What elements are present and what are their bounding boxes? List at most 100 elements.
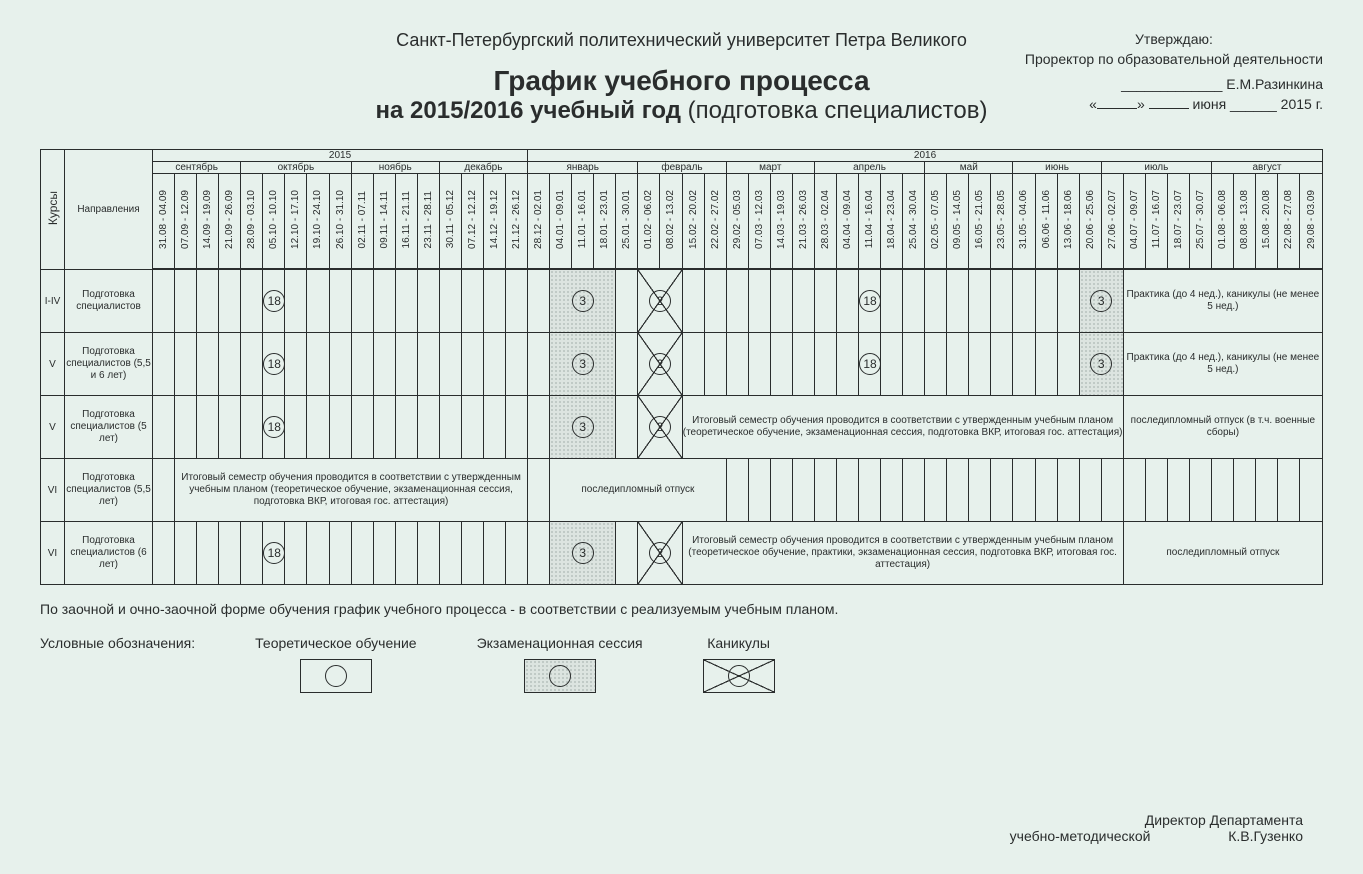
- row2-blank2-7: [439, 396, 461, 459]
- row0-blank8-0: [881, 270, 903, 333]
- week-34: 25.04 - 30.04: [903, 174, 925, 269]
- row2-theory1: 18: [263, 396, 285, 459]
- week-39: 31.05 - 04.06: [1013, 174, 1035, 269]
- week-7: 19.10 - 24.10: [307, 174, 329, 269]
- month-1: октябрь: [241, 162, 351, 174]
- row3-blank4-16: [1079, 459, 1101, 522]
- month-7: апрель: [814, 162, 924, 174]
- week-48: 01.08 - 06.08: [1212, 174, 1234, 269]
- row2-blank2-8: [461, 396, 483, 459]
- year-2016: 2016: [528, 150, 1323, 162]
- week-25: 22.02 - 27.02: [704, 174, 726, 269]
- col-directions: Направления: [65, 150, 153, 270]
- course-4: VI: [41, 522, 65, 585]
- row1-blank0-1: [175, 333, 197, 396]
- row1-exam9: 3: [1079, 333, 1123, 396]
- row1-blank0-3: [219, 333, 241, 396]
- week-40: 06.06 - 11.06: [1035, 174, 1057, 269]
- row1-blank8-8: [1057, 333, 1079, 396]
- direction-3: Подготовка специалистов (5,5 лет): [65, 459, 153, 522]
- week-14: 07.12 - 12.12: [461, 174, 483, 269]
- row0-exam3: 3: [550, 270, 616, 333]
- month-9: июнь: [1013, 162, 1101, 174]
- week-35: 02.05 - 07.05: [925, 174, 947, 269]
- direction-0: Подготовка специалистов: [65, 270, 153, 333]
- week-1: 07.09 - 12.09: [175, 174, 197, 269]
- row0-blank6-0: [682, 270, 704, 333]
- row0-exam9: 3: [1079, 270, 1123, 333]
- row3-blank4-3: [792, 459, 814, 522]
- row0-blank8-5: [991, 270, 1013, 333]
- week-38: 23.05 - 28.05: [991, 174, 1013, 269]
- row0-blank2-1: [307, 270, 329, 333]
- approval-block: Утверждаю: Проректор по образовательной …: [1025, 30, 1323, 114]
- legend-holiday-sample: [703, 659, 775, 693]
- row3-blank4-15: [1057, 459, 1079, 522]
- row0-blank6-2: [726, 270, 748, 333]
- row1-blank0-0: [153, 333, 175, 396]
- row4-blank2-7: [439, 522, 461, 585]
- row3-text1: Итоговый семестр обучения проводится в с…: [175, 459, 528, 522]
- week-16: 21.12 - 26.12: [506, 174, 528, 269]
- row0-blank2-0: [285, 270, 307, 333]
- row1-blank8-6: [1013, 333, 1035, 396]
- row1-blank6-1: [704, 333, 726, 396]
- row3-blank4-24: [1256, 459, 1278, 522]
- row1-theory1: 18: [263, 333, 285, 396]
- week-2: 14.09 - 19.09: [197, 174, 219, 269]
- row0-blank0-0: [153, 270, 175, 333]
- row2-blank4-0: [616, 396, 638, 459]
- row3-blank4-5: [836, 459, 858, 522]
- row3-blank4-19: [1145, 459, 1167, 522]
- week-13: 30.11 - 05.12: [439, 174, 461, 269]
- row1-blank2-2: [329, 333, 351, 396]
- week-6: 12.10 - 17.10: [285, 174, 307, 269]
- schedule-table: КурсыНаправления20152016сентябрьоктябрьн…: [40, 149, 1323, 585]
- row0-text10: Практика (до 4 нед.), каникулы (не менее…: [1123, 270, 1322, 333]
- signature-block: Директор Департамента учебно-методическо…: [1010, 812, 1303, 844]
- legend-header: Условные обозначения:: [40, 635, 195, 651]
- week-46: 18.07 - 23.07: [1167, 174, 1189, 269]
- row3-blank4-6: [859, 459, 881, 522]
- row2-blank2-2: [329, 396, 351, 459]
- row2-text7: последипломный отпуск (в т.ч. военные сб…: [1123, 396, 1322, 459]
- row1-blank6-5: [792, 333, 814, 396]
- row0-blank0-3: [219, 270, 241, 333]
- row0-blank6-1: [704, 270, 726, 333]
- month-6: март: [726, 162, 814, 174]
- row3-blank4-11: [969, 459, 991, 522]
- row1-blank6-2: [726, 333, 748, 396]
- row0-blank6-4: [770, 270, 792, 333]
- row0-blank8-2: [925, 270, 947, 333]
- row1-blank8-7: [1035, 333, 1057, 396]
- header: Санкт-Петербургский политехнический унив…: [40, 30, 1323, 125]
- row0-blank2-2: [329, 270, 351, 333]
- week-45: 11.07 - 16.07: [1145, 174, 1167, 269]
- week-29: 21.03 - 26.03: [792, 174, 814, 269]
- row1-blank2-0: [285, 333, 307, 396]
- row1-blank4-0: [616, 333, 638, 396]
- legend-theory-sample: [300, 659, 372, 693]
- month-11: август: [1212, 162, 1323, 174]
- week-52: 29.08 - 03.09: [1300, 174, 1323, 269]
- row3-blank4-22: [1212, 459, 1234, 522]
- week-0: 31.08 - 04.09: [153, 174, 175, 269]
- row3-blank4-23: [1234, 459, 1256, 522]
- row0-blank0-1: [175, 270, 197, 333]
- week-26: 29.02 - 05.03: [726, 174, 748, 269]
- row2-blank0-3: [219, 396, 241, 459]
- row0-theory7: 18: [859, 270, 881, 333]
- row1-exam3: 3: [550, 333, 616, 396]
- row4-theory1: 18: [263, 522, 285, 585]
- row0-blank6-6: [814, 270, 836, 333]
- row0-blank6-3: [748, 270, 770, 333]
- row3-blank4-7: [881, 459, 903, 522]
- week-9: 02.11 - 07.11: [351, 174, 373, 269]
- row1-blank2-10: [506, 333, 528, 396]
- row0-holiday5: 2: [638, 270, 682, 333]
- week-3: 21.09 - 26.09: [219, 174, 241, 269]
- month-10: июль: [1101, 162, 1211, 174]
- row1-blank8-2: [925, 333, 947, 396]
- legend-theory: Теоретическое обучение: [255, 635, 416, 693]
- row1-blank2-1: [307, 333, 329, 396]
